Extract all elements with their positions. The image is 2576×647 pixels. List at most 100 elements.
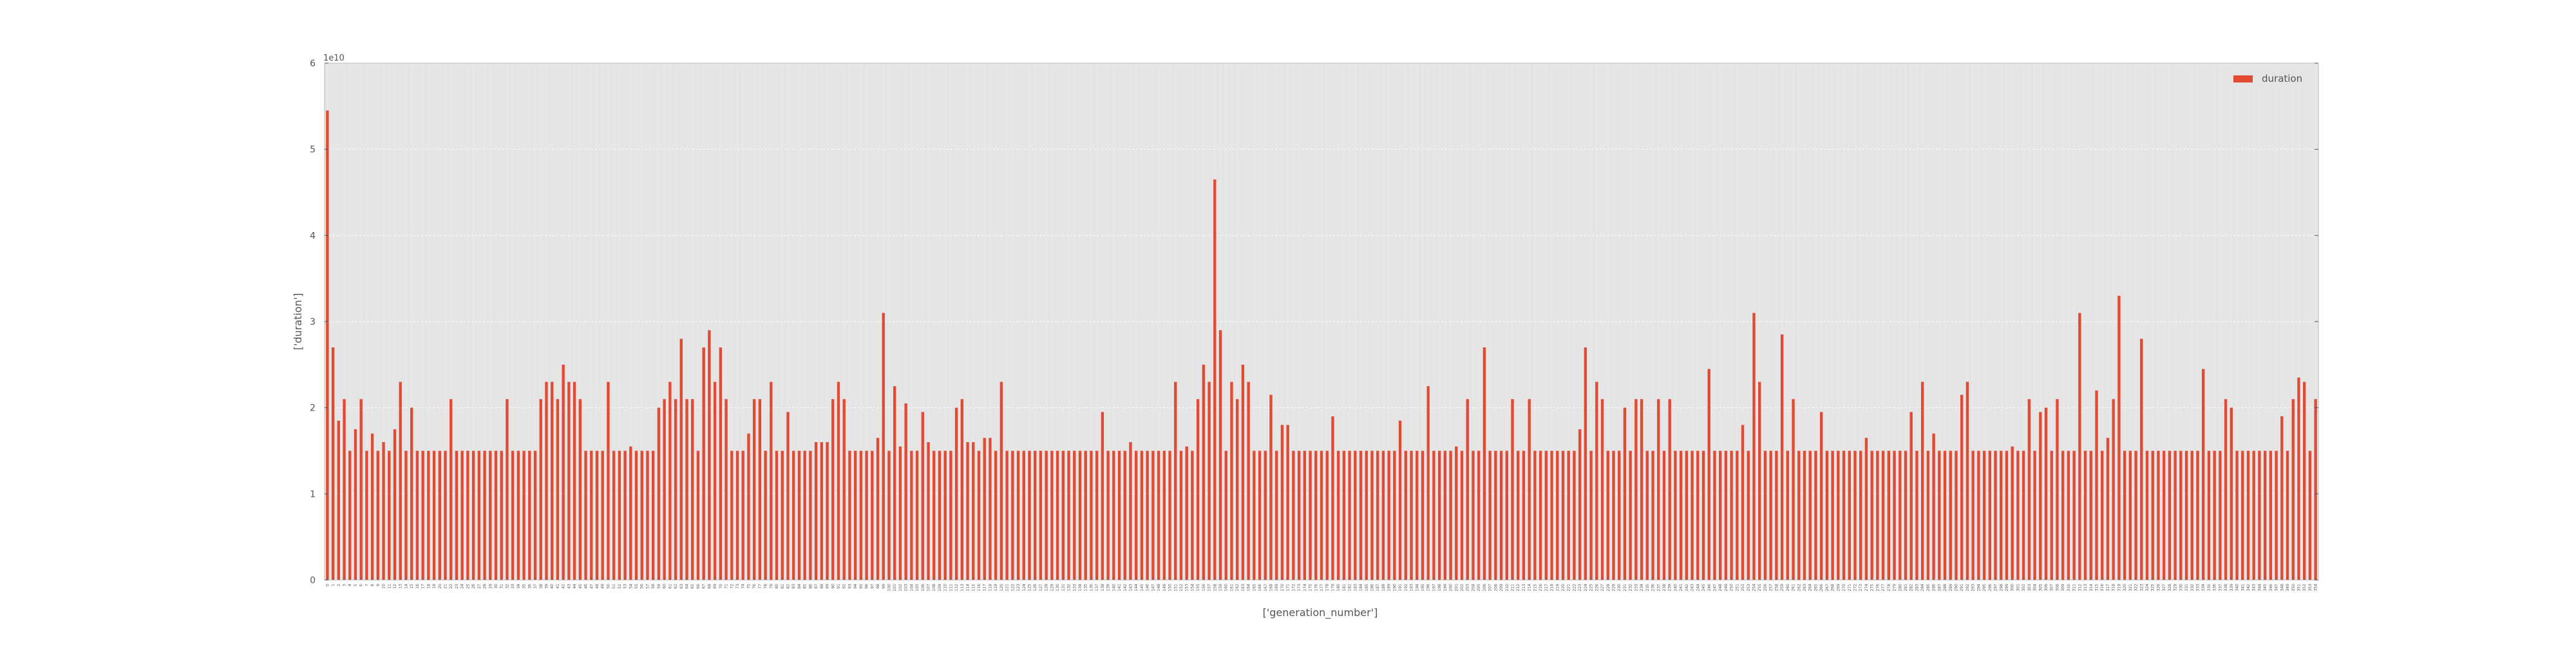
bar-37 — [533, 450, 537, 580]
bar-267 — [1825, 450, 1829, 580]
x-tick-label: 18 — [426, 584, 431, 589]
x-tick-label: 163 — [1241, 584, 1245, 592]
x-tick-label: 171 — [1286, 584, 1291, 592]
x-tick-label: 167 — [1264, 584, 1268, 592]
x-tick-label: 316 — [2100, 584, 2105, 592]
bar-183 — [1354, 450, 1357, 580]
x-tick-label: 155 — [1196, 584, 1200, 592]
x-tick-label: 265 — [1814, 584, 1818, 592]
x-tick-label: 24 — [460, 584, 465, 589]
bar-22 — [450, 399, 453, 580]
bar-36 — [528, 450, 531, 580]
y-tick-label: 6 — [310, 59, 316, 69]
bar-347 — [2275, 450, 2278, 580]
x-tick-label: 73 — [735, 584, 740, 589]
x-tick-label: 135 — [1084, 584, 1088, 592]
x-tick-label: 138 — [1101, 584, 1105, 592]
bar-173 — [1297, 450, 1301, 580]
x-tick-label: 238 — [1662, 584, 1667, 592]
x-tick-label: 125 — [1028, 584, 1032, 592]
x-tick-label: 260 — [1786, 584, 1790, 592]
bar-333 — [2196, 450, 2199, 580]
y-tick-label: 5 — [310, 145, 316, 155]
bar-48 — [595, 450, 599, 580]
x-tick-label: 66 — [696, 584, 701, 589]
bar-261 — [1792, 399, 1795, 580]
x-tick-label: 287 — [1937, 584, 1942, 592]
bar-85 — [803, 450, 806, 580]
x-tick-label: 294 — [1976, 584, 1981, 592]
bar-49 — [601, 450, 604, 580]
x-tick-label: 244 — [1696, 584, 1700, 592]
bar-50 — [607, 381, 610, 580]
x-tick-label: 126 — [1033, 584, 1037, 592]
bar-178 — [1325, 450, 1329, 580]
bar-348 — [2280, 416, 2284, 580]
x-tick-label: 97 — [870, 584, 875, 589]
y-axis-label: ['duration'] — [292, 293, 304, 351]
bar-304 — [2033, 450, 2036, 580]
bar-242 — [1685, 450, 1689, 580]
x-tick-label: 181 — [1342, 584, 1347, 592]
x-tick-label: 8 — [370, 584, 375, 586]
bar-99 — [882, 313, 885, 580]
bar-121 — [1005, 450, 1009, 580]
bar-293 — [1971, 450, 1975, 580]
x-tick-label: 78 — [764, 584, 768, 589]
x-tick-label: 45 — [578, 584, 583, 589]
bar-1 — [331, 347, 335, 580]
x-tick-label: 51 — [612, 584, 616, 589]
bar-269 — [1837, 450, 1840, 580]
x-tick-label: 29 — [488, 584, 493, 589]
x-tick-label: 187 — [1376, 584, 1380, 592]
bar-307 — [2050, 450, 2053, 580]
bar-174 — [1303, 450, 1307, 580]
bar-107 — [927, 442, 930, 580]
x-tick-label: 168 — [1269, 584, 1274, 592]
bar-11 — [388, 450, 391, 580]
bar-140 — [1112, 450, 1115, 580]
bar-45 — [578, 399, 582, 580]
x-tick-label: 317 — [2106, 584, 2110, 592]
x-tick-label: 87 — [814, 584, 819, 589]
bar-327 — [2162, 450, 2166, 580]
x-tick-label: 154 — [1190, 584, 1195, 592]
bar-197 — [1432, 450, 1435, 580]
bar-44 — [573, 381, 576, 580]
x-tick-label: 21 — [444, 584, 448, 589]
bar-4 — [348, 450, 352, 580]
x-tick-label: 14 — [404, 584, 408, 589]
x-tick-label: 110 — [943, 584, 948, 592]
bar-148 — [1157, 450, 1160, 580]
x-tick-label: 284 — [1920, 584, 1925, 592]
bar-112 — [954, 407, 958, 580]
bar-91 — [837, 381, 840, 580]
bar-338 — [2224, 399, 2228, 580]
x-tick-label: 119 — [994, 584, 998, 592]
x-tick-label: 103 — [904, 584, 909, 592]
x-tick-label: 67 — [702, 584, 706, 589]
x-tick-label: 28 — [483, 584, 488, 589]
x-tick-label: 218 — [1550, 584, 1555, 592]
x-tick-label: 288 — [1943, 584, 1947, 592]
bar-138 — [1101, 412, 1104, 580]
bar-177 — [1320, 450, 1323, 580]
x-tick-label: 12 — [393, 584, 397, 589]
bar-299 — [2005, 450, 2009, 580]
bar-281 — [1904, 450, 1908, 580]
x-tick-label: 52 — [618, 584, 622, 589]
bar-14 — [404, 450, 408, 580]
x-tick-label: 134 — [1078, 584, 1083, 592]
bar-212 — [1517, 450, 1520, 580]
x-tick-label: 25 — [466, 584, 470, 589]
x-tick-label: 46 — [584, 584, 589, 589]
x-tick-label: 236 — [1651, 584, 1656, 592]
x-tick-label: 96 — [865, 584, 869, 589]
bar-123 — [1016, 450, 1020, 580]
x-tick-label: 331 — [2184, 584, 2189, 592]
bar-74 — [741, 450, 744, 580]
bar-153 — [1185, 446, 1188, 580]
x-tick-label: 217 — [1544, 584, 1549, 592]
x-tick-label: 162 — [1235, 584, 1240, 592]
